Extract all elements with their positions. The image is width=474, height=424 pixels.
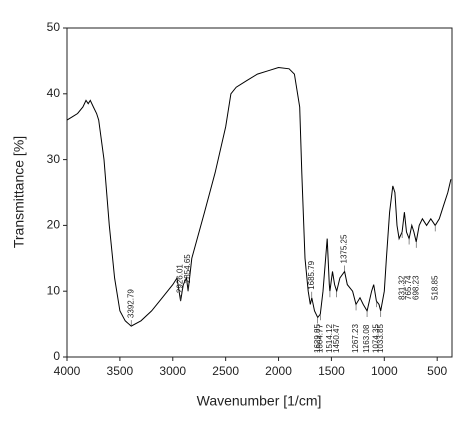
- annotation: 518.85: [430, 275, 439, 300]
- x-tick-label: 3500: [107, 364, 134, 378]
- annotation: 831.32: [397, 275, 406, 300]
- plot-frame: [66, 27, 453, 358]
- y-tick-label: 50: [47, 20, 61, 34]
- x-axis-title: Wavenumber [1/cm]: [197, 393, 322, 409]
- y-tick-label: 40: [47, 86, 61, 100]
- annotation: 3392.79: [126, 289, 135, 318]
- spectrum-line: [66, 66, 452, 327]
- y-tick-label: 20: [47, 218, 61, 232]
- annotation: 1604.77: [315, 324, 324, 353]
- x-tick-label: 500: [427, 364, 447, 378]
- y-tick-label: 10: [47, 283, 61, 297]
- annotation: 698.23: [411, 275, 420, 300]
- y-tick-label: 30: [47, 152, 61, 166]
- annotation: 1375.25: [340, 234, 349, 263]
- annotation: 1514.12: [325, 324, 334, 353]
- annotation: 2926.01: [176, 264, 185, 293]
- annotation: 1267.23: [351, 324, 360, 353]
- annotation: 1033.85: [376, 324, 385, 353]
- annotation: 1163.08: [362, 324, 371, 353]
- annotation: 1450.47: [332, 324, 341, 353]
- y-tick-label: 0: [53, 349, 60, 363]
- y-axis-title: Transmittance [%]: [11, 136, 27, 248]
- x-tick-label: 1000: [371, 364, 398, 378]
- annotation: 1074.35: [372, 324, 381, 353]
- annotation: 765.74: [404, 275, 413, 300]
- annotation: 1685.79: [307, 260, 316, 289]
- x-tick-label: 2500: [212, 364, 239, 378]
- annotation: 1629.85: [313, 324, 322, 353]
- x-tick-label: 3000: [159, 364, 186, 378]
- x-tick-label: 4000: [54, 364, 81, 378]
- x-tick-label: 1500: [318, 364, 345, 378]
- annotation: 2854.65: [183, 254, 192, 283]
- x-tick-label: 2000: [265, 364, 292, 378]
